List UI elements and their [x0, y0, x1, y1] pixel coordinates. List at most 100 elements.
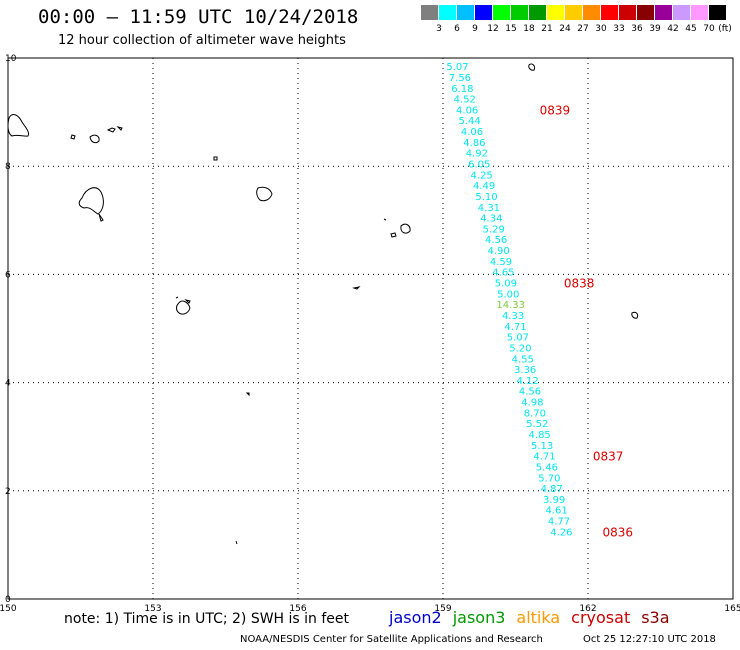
swh-value: 5.46	[536, 462, 558, 473]
island-outline	[235, 540, 238, 545]
scale-swatch	[457, 5, 474, 20]
y-tick-label: 8	[5, 162, 11, 172]
altimeter-track: 5.077.566.184.524.065.444.064.864.926.05…	[446, 62, 633, 539]
swh-value: 8.70	[524, 408, 546, 419]
scale-swatch	[475, 5, 492, 20]
time-label: 0838	[564, 277, 595, 291]
scale-swatch	[637, 5, 654, 20]
map-title: 00:00 – 11:59 UTC 10/24/2018	[38, 6, 359, 28]
credit-line: NOAA/NESDIS Center for Satellite Applica…	[240, 634, 543, 645]
swh-value: 6.18	[451, 84, 473, 95]
coastlines	[7, 63, 639, 545]
scale-swatch	[421, 5, 438, 20]
scale-label: 12	[487, 24, 499, 34]
island-outline	[245, 392, 250, 397]
island-outline	[98, 213, 104, 222]
map-subtitle: 12 hour collection of altimeter wave hei…	[58, 33, 346, 48]
swh-value: 4.61	[545, 506, 567, 517]
island-outline	[184, 299, 191, 304]
swh-value: 5.13	[531, 441, 553, 452]
swh-value: 4.71	[533, 452, 555, 463]
swh-value: 5.70	[538, 473, 560, 484]
swh-value: 3.99	[543, 495, 565, 506]
scale-swatch	[619, 5, 636, 20]
scale-label: 70	[703, 24, 715, 34]
swh-value: 4.85	[529, 430, 551, 441]
mission-name: cryosat	[571, 608, 631, 627]
x-tick-label: 153	[144, 604, 161, 614]
scale-label: 39	[649, 24, 661, 34]
island-outline	[78, 187, 104, 215]
scale-label: 33	[613, 24, 625, 34]
graticule	[8, 58, 733, 599]
swh-value: 14.33	[496, 300, 525, 311]
swh-value: 5.00	[497, 289, 519, 300]
swh-value: 4.92	[466, 149, 488, 160]
scale-label: 3	[436, 24, 442, 34]
time-label: 0837	[593, 450, 624, 464]
swh-value: 5.20	[509, 343, 531, 354]
swh-value: 5.09	[495, 279, 517, 290]
swh-value: 4.98	[521, 398, 543, 409]
mission-name: jason3	[452, 608, 506, 627]
island-outline	[175, 296, 179, 299]
swh-value: 4.59	[490, 257, 512, 268]
y-tick-label: 10	[5, 54, 17, 64]
swh-value: 4.06	[461, 127, 483, 138]
island-outline	[631, 311, 639, 319]
swh-value: 4.34	[480, 214, 502, 225]
axis-tick-labels: 150 153 156 159 162 165 0 2 4 6 8 10	[0, 54, 740, 614]
island-outline	[256, 186, 273, 202]
scale-label: 24	[559, 24, 571, 34]
island-outline	[106, 127, 116, 133]
island-outline	[116, 126, 123, 131]
swh-value: 7.56	[449, 73, 471, 84]
y-tick-label: 0	[5, 595, 11, 605]
generation-timestamp: Oct 25 12:27:10 UTC 2018	[583, 634, 716, 645]
swh-value: 4.65	[492, 268, 514, 279]
scale-label: 18	[523, 24, 535, 34]
swh-value: 4.49	[473, 181, 495, 192]
scale-swatch	[583, 5, 600, 20]
island-outline	[89, 134, 100, 144]
island-outline	[213, 156, 218, 161]
swh-value: 5.52	[526, 419, 548, 430]
swh-value: 4.31	[478, 203, 500, 214]
swh-value: 4.87	[541, 484, 563, 495]
scale-label: 30	[595, 24, 607, 34]
time-label: 0836	[603, 525, 634, 539]
swh-value: 4.33	[502, 311, 524, 322]
swh-value: 4.86	[463, 138, 485, 149]
swh-value: 4.26	[550, 527, 572, 538]
mission-legend: jason2 jason3 altika cryosat s3a	[389, 608, 681, 627]
scale-swatch	[673, 5, 690, 20]
island-outline	[400, 223, 411, 234]
x-tick-label: 150	[0, 604, 17, 614]
swh-value: 5.10	[475, 192, 497, 203]
swh-value: 4.06	[456, 105, 478, 116]
map-frame	[7, 57, 734, 600]
island-outline	[176, 300, 191, 315]
island-outline	[70, 134, 76, 140]
scale-label: 27	[577, 24, 589, 34]
scale-label: 36	[631, 24, 643, 34]
scale-label: 21	[541, 24, 553, 34]
x-tick-label: 156	[289, 604, 306, 614]
scale-label: 15	[505, 24, 517, 34]
swh-value: 4.56	[485, 235, 507, 246]
scale-unit: (ft)	[718, 24, 732, 34]
scale-swatch	[511, 5, 528, 20]
swh-value: 4.12	[516, 376, 538, 387]
y-tick-label: 4	[5, 379, 11, 389]
swh-value: 6.05	[468, 159, 490, 170]
scale-swatch	[493, 5, 510, 20]
time-label: 0839	[540, 103, 571, 117]
y-tick-label: 6	[5, 270, 11, 280]
island-outline	[390, 232, 397, 238]
scale-swatch	[709, 5, 726, 20]
swh-value: 5.07	[507, 333, 529, 344]
swh-value: 4.56	[519, 387, 541, 398]
scale-swatch	[691, 5, 708, 20]
y-tick-label: 2	[5, 487, 11, 497]
